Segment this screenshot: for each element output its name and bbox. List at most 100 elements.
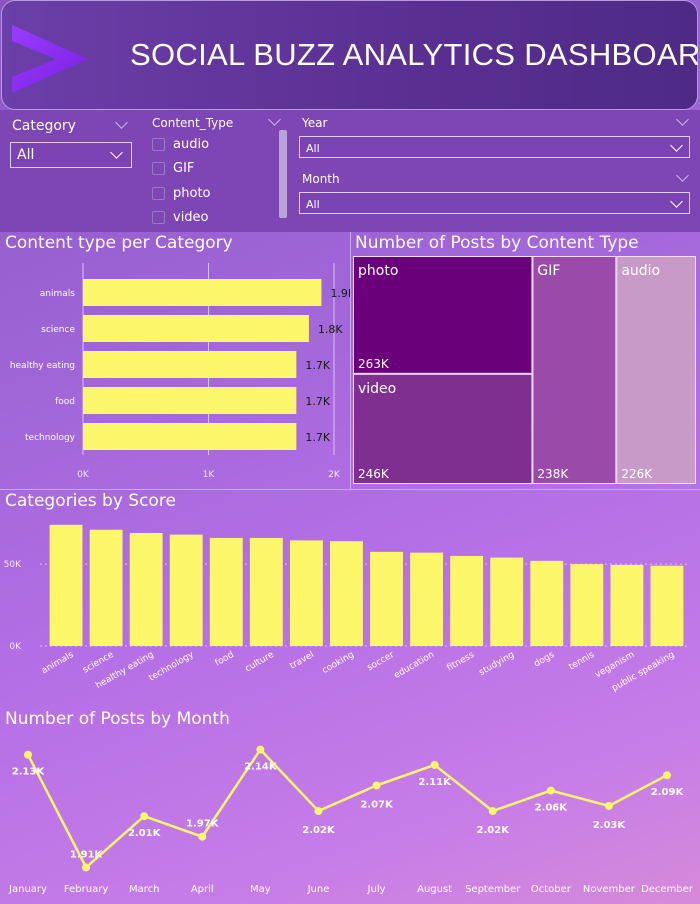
data-point-march[interactable]: [140, 812, 148, 820]
bar-healthy-eating[interactable]: [83, 351, 296, 378]
bar-culture[interactable]: [250, 538, 283, 646]
chevron-down-icon[interactable]: [676, 113, 689, 126]
category-label: technology: [25, 433, 76, 443]
tile-value: 226K: [621, 467, 653, 481]
category-label: soccer: [366, 650, 397, 673]
x-tick-label: 2K: [328, 470, 341, 480]
bar-soccer[interactable]: [370, 552, 403, 646]
data-label: 1.7K: [305, 395, 330, 408]
category-label: travel: [288, 650, 316, 672]
data-label: 2.13K: [12, 767, 46, 778]
option-label: photo: [173, 186, 211, 201]
bar-public-speaking[interactable]: [651, 566, 684, 646]
content-type-per-category-title: Content type per Category: [5, 233, 233, 253]
bar-studying[interactable]: [490, 558, 523, 646]
x-tick-label: May: [250, 884, 271, 895]
x-tick-label: February: [64, 884, 108, 895]
data-point-april[interactable]: [198, 833, 206, 841]
series-line: [28, 750, 667, 868]
option-label: audio: [173, 137, 209, 152]
bar-technology[interactable]: [83, 423, 296, 450]
bar-fitness[interactable]: [450, 556, 483, 646]
data-label: 1.91K: [70, 849, 104, 860]
posts-by-content-type-treemap: photo263Kvideo246KGIF238Kaudio226K: [353, 256, 698, 486]
checkbox[interactable]: [152, 162, 165, 175]
category-dropdown[interactable]: All: [10, 142, 132, 168]
chevron-down-icon[interactable]: [115, 116, 128, 129]
content-type-filter-label: Content_Type: [152, 116, 233, 130]
data-point-may[interactable]: [256, 746, 264, 754]
content-type-per-category-chart: 0K 1K 2K animals 1.9K science 1.8K healthy eati…: [0, 255, 350, 485]
tile-value: 263K: [358, 357, 390, 371]
bar-tennis[interactable]: [570, 564, 603, 646]
category-filter-label: Category: [12, 118, 76, 134]
year-dropdown-value: All: [306, 142, 320, 155]
data-label: 1.9K: [330, 287, 350, 300]
bar-veganism[interactable]: [610, 565, 643, 646]
bar-education[interactable]: [410, 553, 443, 646]
data-label: 1.7K: [305, 431, 330, 444]
bar-food[interactable]: [83, 387, 296, 414]
tile-value: 246K: [358, 467, 390, 481]
x-tick-label: April: [191, 884, 214, 895]
data-label: 1.8K: [318, 323, 343, 336]
content-type-option-audio[interactable]: audio: [152, 137, 209, 152]
tile-label: photo: [358, 263, 398, 279]
bar-animals[interactable]: [50, 525, 83, 646]
data-label: 1.7K: [305, 359, 330, 372]
x-tick-label: January: [8, 884, 47, 895]
x-tick-label: July: [367, 884, 386, 895]
data-point-august[interactable]: [431, 761, 439, 769]
data-point-december[interactable]: [663, 771, 671, 779]
content-type-option-photo[interactable]: photo: [152, 186, 211, 201]
treemap-tile-audio[interactable]: [617, 257, 696, 484]
tile-label: video: [358, 381, 396, 397]
content-type-option-video[interactable]: video: [152, 210, 209, 225]
bar-healthy-eating[interactable]: [130, 533, 163, 646]
category-label: animals: [40, 650, 76, 676]
data-point-february[interactable]: [82, 863, 90, 871]
data-label: 2.14K: [244, 762, 278, 773]
month-dropdown-value: All: [306, 198, 320, 211]
y-tick-label: 50K: [4, 560, 22, 570]
month-dropdown[interactable]: All: [299, 192, 690, 214]
data-label: 2.06K: [535, 803, 569, 814]
data-point-october[interactable]: [547, 787, 555, 795]
data-point-september[interactable]: [489, 807, 497, 815]
category-label: food: [55, 397, 75, 407]
data-label: 2.01K: [128, 828, 162, 839]
content-type-option-gif[interactable]: GIF: [152, 161, 194, 176]
x-tick-label: June: [307, 884, 330, 895]
bar-cooking[interactable]: [330, 541, 363, 646]
data-point-january[interactable]: [24, 751, 32, 759]
bar-science[interactable]: [83, 315, 309, 342]
chevron-down-icon[interactable]: [268, 113, 281, 126]
posts-by-content-type-title: Number of Posts by Content Type: [355, 233, 639, 253]
data-label: 2.11K: [418, 777, 452, 788]
year-dropdown[interactable]: All: [299, 136, 690, 158]
bar-travel[interactable]: [290, 540, 323, 646]
data-point-july[interactable]: [373, 781, 381, 789]
content-type-scrollbar[interactable]: [279, 130, 287, 218]
bar-technology[interactable]: [170, 535, 203, 646]
category-dropdown-value: All: [17, 147, 34, 163]
bar-science[interactable]: [90, 530, 123, 646]
treemap-tile-gif[interactable]: [533, 257, 616, 484]
x-tick-label: October: [531, 884, 572, 895]
data-label: 2.02K: [302, 825, 336, 836]
checkbox[interactable]: [152, 138, 165, 151]
bar-animals[interactable]: [83, 279, 321, 306]
data-point-june[interactable]: [314, 807, 322, 815]
option-label: GIF: [173, 161, 194, 176]
checkbox[interactable]: [152, 211, 165, 224]
category-label: animals: [40, 289, 76, 299]
category-label: culture: [244, 650, 277, 675]
bar-dogs[interactable]: [530, 561, 563, 646]
chevron-down-icon[interactable]: [676, 169, 689, 182]
data-point-november[interactable]: [605, 802, 613, 810]
checkbox[interactable]: [152, 187, 165, 200]
category-label: studying: [478, 650, 517, 678]
bar-food[interactable]: [210, 538, 243, 646]
data-label: 1.97K: [186, 819, 220, 830]
year-filter-label: Year: [302, 116, 327, 130]
